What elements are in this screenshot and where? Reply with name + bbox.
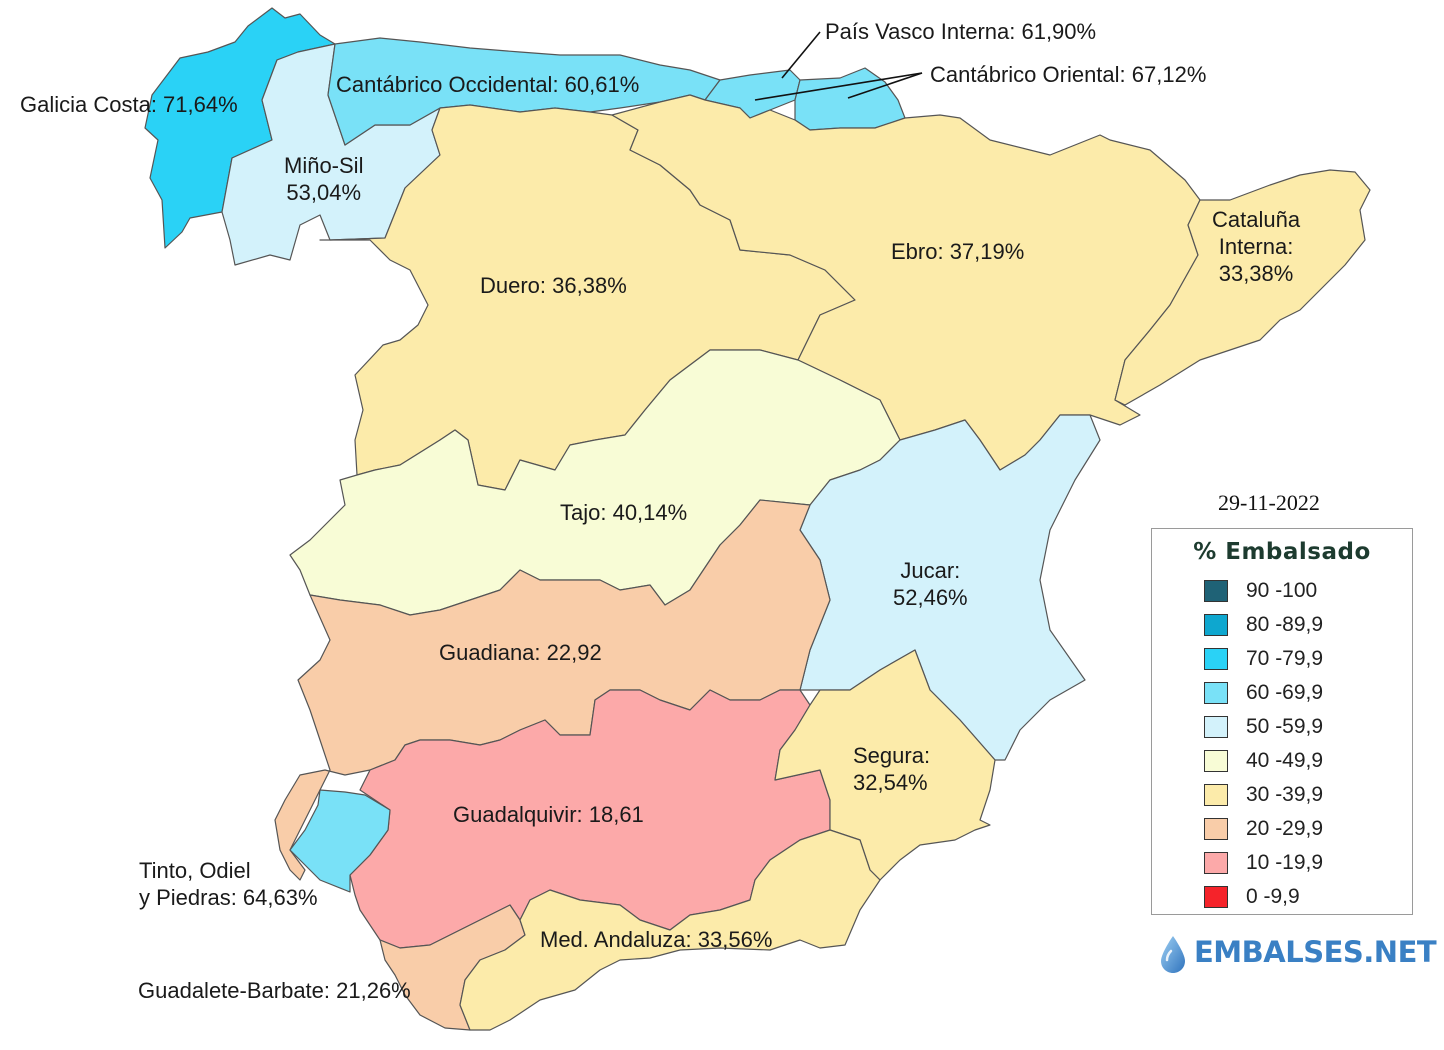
leader-lines: [754, 31, 923, 101]
legend-swatch: [1204, 852, 1228, 874]
legend-label: 20 -29,9: [1246, 817, 1324, 840]
label-galicia-costa: Galicia Costa: 71,64%: [20, 91, 238, 118]
legend-swatch: [1204, 784, 1228, 806]
basin-label-line: País Vasco Interna: 61,90%: [825, 19, 1097, 44]
legend-title: % Embalsado: [1193, 539, 1371, 565]
label-duero: Duero: 36,38%: [480, 272, 627, 299]
label-tinto-odiel-piedras: Tinto, Odiel y Piedras: 64,63%: [139, 857, 318, 911]
legend-label: 50 -59,9: [1246, 715, 1324, 738]
legend-label: 80 -89,9: [1246, 613, 1324, 636]
water-drop-icon: [1161, 936, 1185, 973]
legend-label: 30 -39,9: [1246, 783, 1324, 806]
legend-swatch: [1204, 648, 1228, 670]
basin-label-line: Segura:: [853, 743, 931, 768]
label-cantabrico-occidental: Cantábrico Occidental: 60,61%: [336, 71, 639, 98]
legend-label: 0 -9,9: [1246, 885, 1300, 908]
basin-label-line: Guadiana: 22,92: [439, 640, 602, 665]
basin-label-line: y Piedras: 64,63%: [139, 885, 318, 910]
basin-label-line: Ebro: 37,19%: [891, 239, 1025, 264]
basin-label-line: Guadalete-Barbate: 21,26%: [138, 978, 411, 1003]
basin-label-line: 53,04%: [286, 180, 362, 205]
legend-label: 10 -19,9: [1246, 851, 1324, 874]
basin-label-line: Duero: 36,38%: [480, 273, 627, 298]
label-guadalete-barbate: Guadalete-Barbate: 21,26%: [138, 977, 411, 1004]
label-mino-sil: Miño-Sil 53,04%: [284, 152, 363, 206]
label-guadiana: Guadiana: 22,92: [439, 639, 602, 666]
basin-label-line: Med. Andaluza: 33,56%: [540, 927, 773, 952]
basin-label-line: 33,38%: [1218, 261, 1294, 286]
basin-jucar[interactable]: [799, 414, 1101, 761]
basin-label-line: Cantábrico Oriental: 67,12%: [930, 62, 1207, 87]
label-cantabrico-oriental: Cantábrico Oriental: 67,12%: [930, 61, 1206, 88]
legend: % Embalsado 90 -100 80 -89,9 70 -79,9 60 -6…: [1151, 528, 1413, 915]
basin-label-line: Cataluña: [1212, 207, 1301, 232]
basin-label-line: Miño-Sil: [284, 153, 364, 178]
basin-label-line: Guadalquivir: 18,61: [453, 802, 644, 827]
label-cataluna-interna: Cataluña Interna: 33,38%: [1212, 206, 1300, 287]
leader-line-pais-vasco: [781, 31, 821, 79]
leader-line-cantabrico-oriental-b: [847, 72, 923, 99]
label-jucar: Jucar: 52,46%: [893, 557, 968, 611]
legend-swatch: [1204, 580, 1228, 602]
label-tajo: Tajo: 40,14%: [560, 499, 687, 526]
basin-cantabrico-oriental[interactable]: [794, 67, 906, 131]
legend-swatch: [1204, 614, 1228, 636]
leader-line-cantabrico-oriental-a: [754, 72, 923, 101]
basin-label-line: Galicia Costa: 71,64%: [20, 92, 238, 117]
basin-label-line: Tajo: 40,14%: [560, 500, 688, 525]
basin-label-line: 32,54%: [853, 770, 928, 795]
legend-swatch: [1204, 818, 1228, 840]
basin-label-line: Interna:: [1218, 234, 1294, 259]
basin-med-andaluza[interactable]: [459, 829, 881, 1031]
legend-label: 60 -69,9: [1246, 681, 1324, 704]
basin-label-line: Jucar:: [900, 558, 961, 583]
label-ebro: Ebro: 37,19%: [891, 238, 1024, 265]
legend-swatch: [1204, 682, 1228, 704]
label-segura: Segura: 32,54%: [853, 742, 930, 796]
legend-swatch: [1204, 750, 1228, 772]
label-med-andaluza: Med. Andaluza: 33,56%: [540, 926, 772, 953]
basin-label-line: 52,46%: [893, 585, 968, 610]
legend-swatch: [1204, 716, 1228, 738]
legend-label: 40 -49,9: [1246, 749, 1324, 772]
basin-cataluna-interna[interactable]: [1114, 169, 1371, 406]
basin-label-line: Tinto, Odiel: [139, 858, 251, 883]
basin-tinto-odiel-piedras[interactable]: [289, 789, 391, 893]
label-guadalquivir: Guadalquivir: 18,61: [453, 801, 644, 828]
legend-label: 70 -79,9: [1246, 647, 1324, 670]
label-pais-vasco-interna: País Vasco Interna: 61,90%: [825, 18, 1096, 45]
basin-segura[interactable]: [774, 649, 996, 881]
brand-name: EMBALSES.NET: [1194, 935, 1437, 969]
legend-swatch: [1204, 886, 1228, 908]
map-date: 29-11-2022: [1218, 490, 1320, 515]
basin-label-line: Cantábrico Occidental: 60,61%: [336, 72, 640, 97]
legend-label: 90 -100: [1246, 579, 1318, 602]
